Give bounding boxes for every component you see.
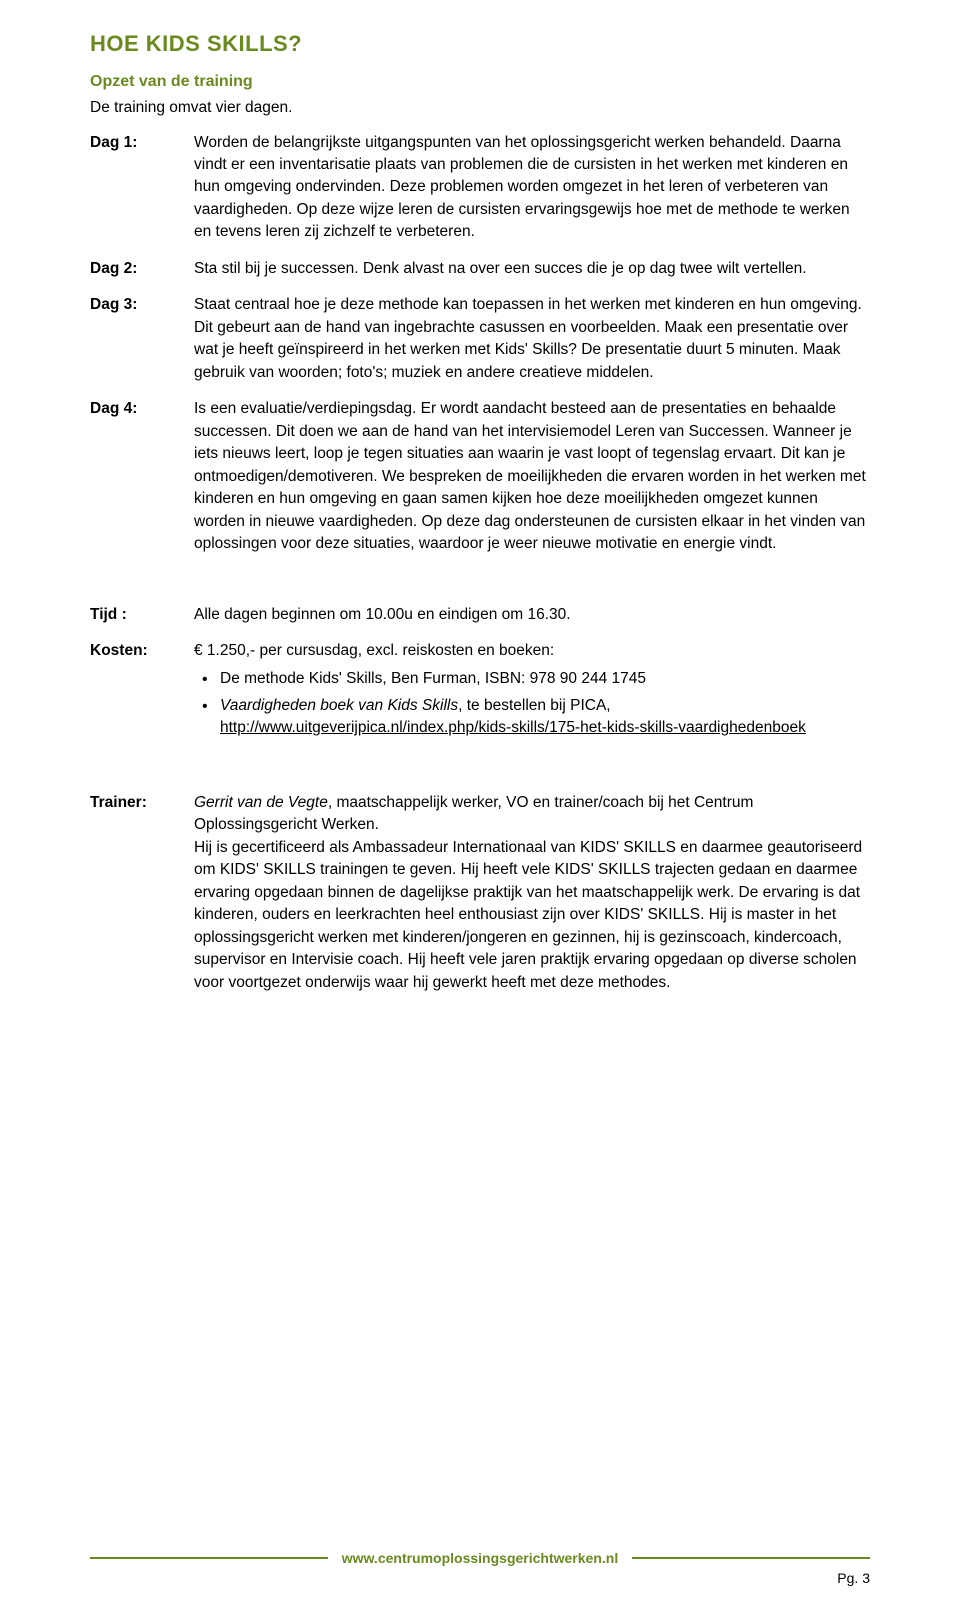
bullet-text: De methode Kids' Skills, Ben Furman, ISB… (220, 670, 646, 687)
list-item: Vaardigheden boek van Kids Skills, te be… (194, 695, 870, 740)
kosten-content: € 1.250,- per cursusdag, excl. reiskoste… (194, 640, 870, 744)
trainer-content: Gerrit van de Vegte, maatschappelijk wer… (194, 792, 870, 994)
day-content: Sta stil bij je successen. Denk alvast n… (194, 258, 870, 280)
day-label: Dag 4: (90, 398, 194, 555)
kosten-bullets: De methode Kids' Skills, Ben Furman, ISB… (194, 668, 870, 739)
footer-line-left (90, 1557, 328, 1559)
trainer-body: Hij is gecertificeerd als Ambassadeur In… (194, 839, 862, 991)
page-number: Pg. 3 (837, 1568, 870, 1588)
kosten-text: € 1.250,- per cursusdag, excl. reiskoste… (194, 642, 554, 659)
day-content: Worden de belangrijkste uitgangspunten v… (194, 132, 870, 244)
footer-url: www.centrumoplossingsgerichtwerken.nl (342, 1548, 618, 1568)
section-subtitle: Opzet van de training (90, 70, 870, 93)
trainer-name: Gerrit van de Vegte (194, 794, 328, 811)
day-content: Is een evaluatie/verdiepingsdag. Er word… (194, 398, 870, 555)
footer: www.centrumoplossingsgerichtwerken.nl (90, 1548, 870, 1568)
day-label: Dag 1: (90, 132, 194, 244)
list-item: De methode Kids' Skills, Ben Furman, ISB… (194, 668, 870, 690)
page-title: HOE KIDS SKILLS? (90, 28, 870, 60)
day-label: Dag 3: (90, 294, 194, 384)
day-row: Dag 3: Staat centraal hoe je deze method… (90, 294, 870, 384)
kosten-label: Kosten: (90, 640, 194, 744)
bullet-italic: Vaardigheden boek van Kids Skills (220, 697, 458, 714)
day-row: Dag 2: Sta stil bij je successen. Denk a… (90, 258, 870, 280)
day-row: Dag 4: Is een evaluatie/verdiepingsdag. … (90, 398, 870, 555)
footer-line-right (632, 1557, 870, 1559)
trainer-label: Trainer: (90, 792, 194, 994)
trainer-row: Trainer: Gerrit van de Vegte, maatschapp… (90, 792, 870, 994)
day-row: Dag 1: Worden de belangrijkste uitgangsp… (90, 132, 870, 244)
tijd-label: Tijd : (90, 604, 194, 626)
pica-link[interactable]: http://www.uitgeverijpica.nl/index.php/k… (220, 719, 806, 736)
day-content: Staat centraal hoe je deze methode kan t… (194, 294, 870, 384)
tijd-content: Alle dagen beginnen om 10.00u en eindige… (194, 604, 870, 626)
intro-text: De training omvat vier dagen. (90, 97, 870, 119)
tijd-row: Tijd : Alle dagen beginnen om 10.00u en … (90, 604, 870, 626)
kosten-row: Kosten: € 1.250,- per cursusdag, excl. r… (90, 640, 870, 744)
bullet-rest: , te bestellen bij PICA, (458, 697, 611, 714)
day-label: Dag 2: (90, 258, 194, 280)
